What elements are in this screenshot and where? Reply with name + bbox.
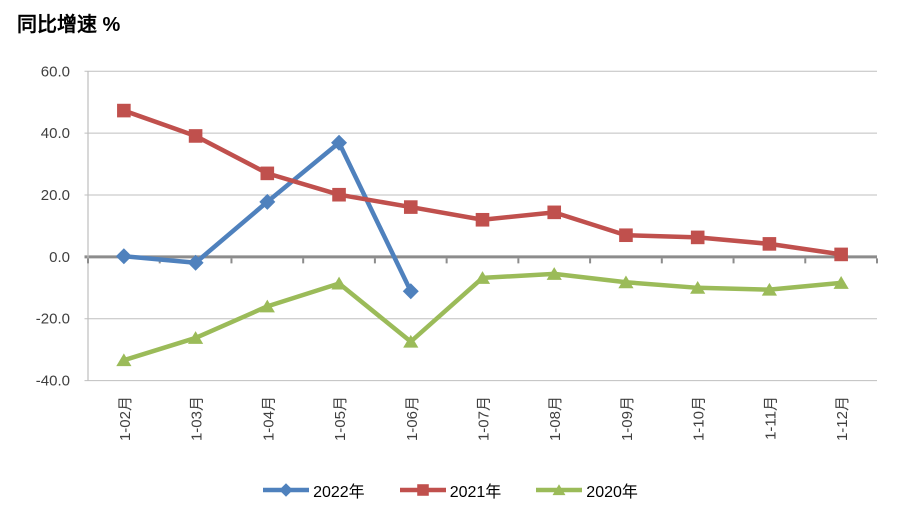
svg-text:1-12月: 1-12月 xyxy=(834,396,851,441)
svg-text:1-10月: 1-10月 xyxy=(691,396,708,441)
svg-text:0.0: 0.0 xyxy=(49,249,70,266)
svg-text:1-05月: 1-05月 xyxy=(332,396,349,441)
svg-text:1-04月: 1-04月 xyxy=(260,396,277,441)
svg-text:1-06月: 1-06月 xyxy=(404,396,421,441)
chart-legend: 2022年 2021年 2020年 xyxy=(0,478,900,502)
svg-text:1-09月: 1-09月 xyxy=(619,396,636,441)
legend-item-2022: 2022年 xyxy=(262,478,365,502)
legend-label: 2021年 xyxy=(449,484,502,501)
legend-label: 2020年 xyxy=(586,484,638,501)
svg-text:20.0: 20.0 xyxy=(41,187,70,204)
svg-text:-40.0: -40.0 xyxy=(36,373,70,390)
svg-text:60.0: 60.0 xyxy=(41,63,70,80)
legend-marker-square-icon xyxy=(399,484,446,496)
legend-marker-triangle-icon xyxy=(536,484,583,496)
svg-text:1-11月: 1-11月 xyxy=(762,396,779,440)
svg-text:1-07月: 1-07月 xyxy=(476,396,493,441)
chart-title: 同比增速 % xyxy=(17,14,121,36)
svg-text:1-02月: 1-02月 xyxy=(117,396,134,441)
svg-text:1-03月: 1-03月 xyxy=(189,396,206,441)
legend-item-2020: 2020年 xyxy=(535,478,638,502)
svg-text:1-08月: 1-08月 xyxy=(547,396,564,441)
svg-text:-20.0: -20.0 xyxy=(36,311,70,328)
legend-item-2021: 2021年 xyxy=(399,478,502,502)
svg-text:40.0: 40.0 xyxy=(41,125,70,142)
legend-marker-diamond-icon xyxy=(263,483,310,497)
legend-label: 2022年 xyxy=(313,484,365,501)
line-chart-plot-area: 60.0 40.0 20.0 0.0 -20.0 -40.0 1-02月 1-03月 1-04月… xyxy=(36,63,878,441)
